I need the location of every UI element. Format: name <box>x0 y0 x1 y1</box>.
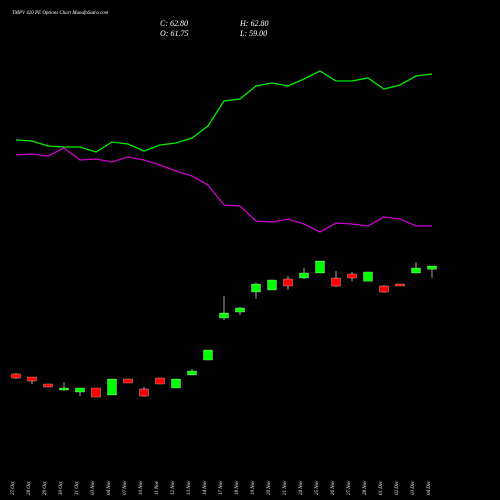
candle-body <box>11 373 21 379</box>
candle-body <box>427 265 437 270</box>
x-tick-label: 19 Nov <box>251 480 256 495</box>
candle-body <box>283 278 293 287</box>
candle-body <box>171 378 181 389</box>
candle-body <box>123 378 133 384</box>
close-label: C: 62.80 <box>160 19 188 28</box>
x-tick-label: 30 Oct <box>59 481 64 495</box>
candle-body <box>379 285 389 293</box>
x-tick-label: 26 Nov <box>331 480 336 495</box>
candle-body <box>139 388 149 397</box>
candle-body <box>331 277 341 287</box>
x-tick-label: 01 Dec <box>379 480 384 495</box>
x-tick-label: 14 Nov <box>203 480 208 495</box>
low-label: L: 59.00 <box>239 29 267 38</box>
x-tick-label: 28 Oct <box>27 481 32 495</box>
x-tick-label: 18 Nov <box>235 480 240 495</box>
candle-body <box>219 312 229 319</box>
x-tick-label: 03 Dec <box>411 480 416 495</box>
candle-body <box>187 370 197 376</box>
x-tick-label: 04 Nov <box>107 480 112 495</box>
candle-body <box>299 272 309 279</box>
x-tick-label: 13 Nov <box>187 480 192 495</box>
candle-body <box>27 376 37 382</box>
x-tick-label: 27 Oct <box>11 481 16 495</box>
candle-body <box>91 387 101 398</box>
indicator-line <box>15 70 433 153</box>
candle-body <box>107 378 117 396</box>
x-tick-label: 21 Nov <box>283 480 288 495</box>
x-tick-label: 10 Nov <box>139 480 144 495</box>
indicator-line <box>15 147 432 233</box>
high-label: H: 62.80 <box>239 19 268 28</box>
chart-title: TMPV 420 PE Options Chart MunafaSutra.co… <box>12 11 109 16</box>
candle-body <box>155 377 165 385</box>
candle-body <box>267 279 277 291</box>
candle-body <box>203 349 213 361</box>
x-tick-label: 31 Oct <box>75 481 80 495</box>
x-tick-label: 12 Nov <box>171 480 176 495</box>
x-tick-label: 28 Nov <box>363 480 368 495</box>
candle-body <box>363 271 373 282</box>
x-tick-label: 25 Nov <box>315 480 320 495</box>
x-tick-label: 20 Nov <box>267 480 272 495</box>
x-tick-label: 04 Dec <box>427 480 432 495</box>
candle-body <box>75 387 85 393</box>
candle-body <box>251 283 261 293</box>
x-tick-label: 03 Nov <box>91 480 96 495</box>
candle-body <box>235 307 245 313</box>
candle-body <box>43 383 53 388</box>
candle-body <box>315 260 325 274</box>
candle-body <box>59 387 69 391</box>
candle-body <box>411 267 421 274</box>
x-tick-label: 02 Dec <box>395 480 400 495</box>
open-label: O: 61.75 <box>160 29 188 38</box>
x-tick-label: 27 Nov <box>347 480 352 495</box>
x-tick-label: 11 Nov <box>155 480 160 495</box>
x-tick-label: 29 Oct <box>43 481 48 495</box>
candle-body <box>395 283 405 287</box>
candle-body <box>347 273 357 279</box>
x-tick-label: 24 Nov <box>299 480 304 495</box>
x-tick-label: 07 Nov <box>123 480 128 495</box>
x-tick-label: 17 Nov <box>219 480 224 495</box>
